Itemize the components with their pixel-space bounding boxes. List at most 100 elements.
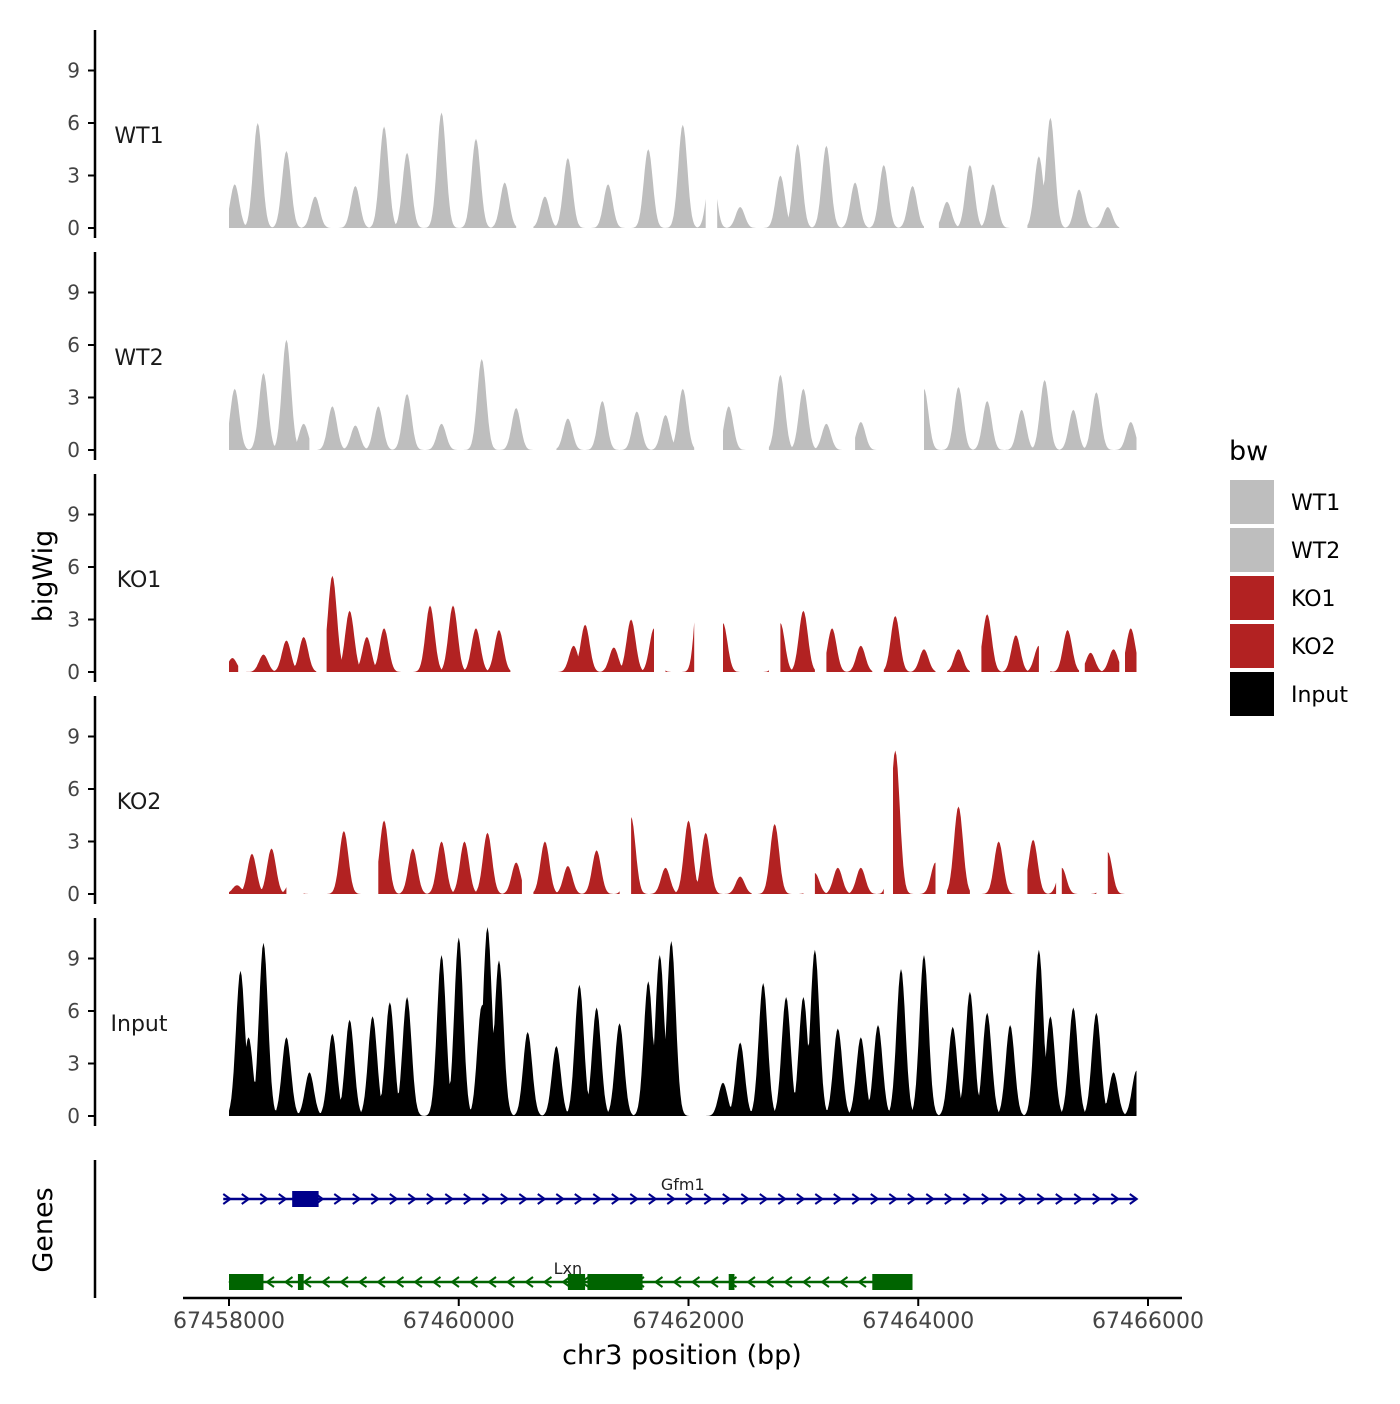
strand-arrow (648, 1193, 658, 1205)
genes-layer: Gfm1 Lxn (93, 1160, 1139, 1298)
track-wt2: 0 3 6 9 WT2 (67, 252, 1137, 462)
exon (587, 1274, 643, 1290)
strand-arrow (413, 1276, 423, 1288)
coverage-area-wt2 (768, 374, 844, 450)
coverage-area-ko2 (1061, 867, 1097, 894)
exon (567, 1274, 586, 1290)
coverage-area-ko2 (1027, 839, 1057, 894)
strand-arrow (333, 1193, 343, 1205)
track-label-input: Input (111, 1012, 168, 1037)
strand-arrow (1018, 1193, 1028, 1205)
coverage-area-wt2 (229, 339, 310, 450)
strand-arrow (561, 1276, 571, 1288)
y-tick-label-9: 9 (67, 281, 80, 305)
strand-arrow (746, 1276, 756, 1288)
coverage-area-ko1 (723, 623, 769, 672)
x-axis: 67458000 67460000 67462000 67464000 67466000 (173, 1296, 1204, 1334)
strand-arrow (672, 1276, 682, 1288)
coverage-area-ko1 (1084, 649, 1120, 672)
strand-arrow (389, 1193, 399, 1205)
coverage-area-wt2 (924, 380, 1137, 450)
y-tick-label-6: 6 (67, 555, 80, 579)
legend-label-wt2: WT2 (1291, 539, 1340, 564)
strand-arrow (740, 1193, 750, 1205)
coverage-area-ko2 (893, 750, 936, 894)
strand-arrow (709, 1276, 719, 1288)
coverage-area-ko1 (826, 628, 873, 672)
strand-arrow (352, 1193, 362, 1205)
legend-label-ko1: KO1 (1291, 587, 1336, 612)
strand-arrow (690, 1276, 701, 1288)
coverage-area-ko1 (229, 658, 239, 672)
strand-arrow (777, 1193, 787, 1205)
genes-axis-title: Genes (28, 1187, 59, 1272)
strand-arrow (222, 1193, 232, 1205)
coverage-area-wt1 (229, 112, 517, 228)
track-label-ko1: KO1 (117, 568, 162, 593)
coverage-area-ko1 (665, 622, 695, 672)
y-tick-label-0: 0 (67, 438, 80, 462)
legend-title: bw (1229, 436, 1268, 467)
strand-arrow (463, 1193, 473, 1205)
strand-arrow (925, 1193, 935, 1205)
y-tick-label-3: 3 (67, 1052, 80, 1076)
coverage-area-ko1 (883, 616, 936, 672)
strand-arrow (1073, 1193, 1083, 1205)
coverage-area-ko2 (229, 848, 287, 894)
strand-arrow (481, 1193, 491, 1205)
strand-arrow (357, 1276, 368, 1288)
strand-arrow (944, 1193, 954, 1205)
track-label-wt1: WT1 (114, 124, 163, 149)
y-tick-label-9: 9 (67, 947, 80, 971)
strand-arrow (500, 1193, 510, 1205)
x-tick-label-67466000: 67466000 (1092, 1309, 1204, 1334)
exon (292, 1191, 319, 1207)
strand-arrow (703, 1193, 713, 1205)
strand-arrow (653, 1276, 664, 1288)
strand-arrow (801, 1276, 812, 1288)
track-label-wt2: WT2 (114, 346, 163, 371)
strand-arrow (524, 1276, 534, 1288)
x-tick-label-67460000: 67460000 (403, 1309, 515, 1334)
strand-arrow (1110, 1193, 1120, 1205)
strand-arrow (394, 1276, 405, 1288)
strand-arrow (783, 1276, 793, 1288)
gene-label-gfm1: Gfm1 (661, 1175, 705, 1194)
strand-arrow (407, 1193, 417, 1205)
strand-arrow (370, 1193, 380, 1205)
strand-arrow (426, 1193, 436, 1205)
strand-arrow (907, 1193, 917, 1205)
legend: bw WT1 WT2 KO1 KO2 Input (1229, 436, 1348, 716)
strand-arrow (833, 1193, 843, 1205)
coverage-area-wt2 (855, 422, 896, 450)
coverage-area-ko1 (947, 649, 970, 672)
x-tick-label-67462000: 67462000 (633, 1309, 745, 1334)
strand-arrow (574, 1193, 584, 1205)
strand-arrow (278, 1193, 288, 1205)
coverage-area-ko1 (1125, 628, 1137, 672)
exon (728, 1274, 735, 1290)
strand-arrow (537, 1193, 547, 1205)
strand-arrow (1055, 1193, 1065, 1205)
coverage-area-ko2 (533, 841, 620, 894)
coverage-area-ko2 (757, 824, 804, 894)
strand-arrow (320, 1276, 331, 1288)
coverage-area-ko2 (378, 820, 522, 894)
track-ko1: 0 3 6 9 KO1 (67, 474, 1137, 684)
exon (872, 1274, 913, 1290)
strand-arrow (1036, 1193, 1046, 1205)
exon (229, 1274, 264, 1290)
coverage-area-input (229, 927, 1137, 1116)
strand-arrow (814, 1193, 824, 1205)
strand-arrow (555, 1193, 565, 1205)
strand-arrow (1129, 1193, 1139, 1205)
strand-arrow (666, 1193, 676, 1205)
y-tick-label-9: 9 (67, 725, 80, 749)
coverage-area-ko1 (539, 619, 654, 672)
strand-arrow (450, 1276, 460, 1288)
strand-arrow (759, 1193, 769, 1205)
coverage-area-wt2 (556, 388, 695, 450)
strand-arrow (962, 1193, 972, 1205)
legend-label-ko2: KO2 (1291, 635, 1336, 660)
